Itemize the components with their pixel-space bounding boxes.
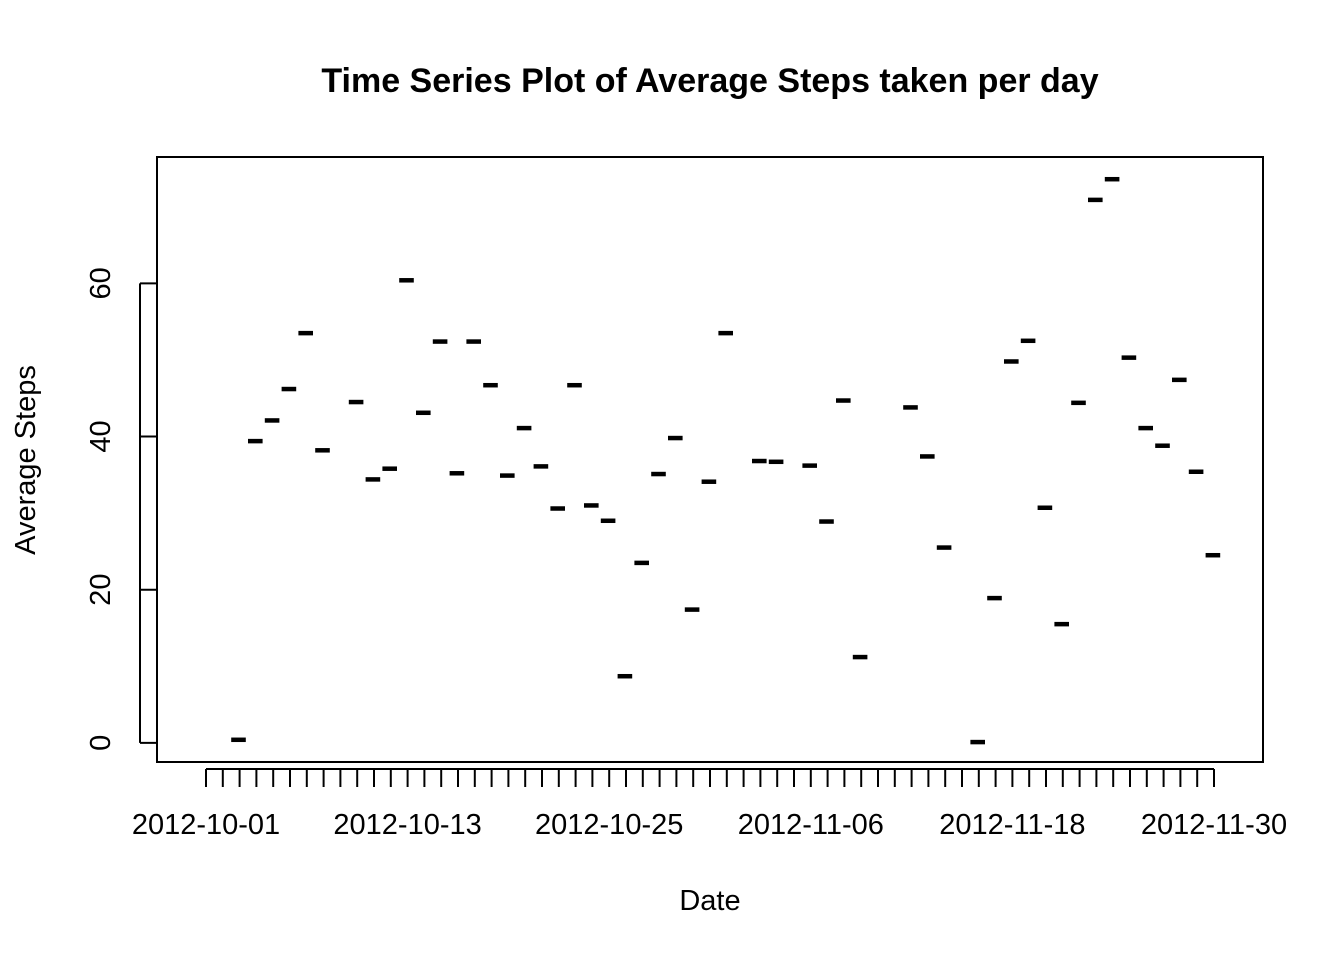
y-tick-label: 0 bbox=[85, 735, 117, 751]
x-tick-label: 2012-11-18 bbox=[939, 809, 1085, 841]
y-tick-label: 60 bbox=[85, 267, 117, 299]
x-tick-label: 2012-10-01 bbox=[132, 809, 280, 841]
x-tick-label: 2012-11-30 bbox=[1141, 809, 1287, 841]
x-tick-label: 2012-10-13 bbox=[333, 809, 481, 841]
plot-area bbox=[156, 156, 1264, 763]
x-tick-label: 2012-11-06 bbox=[738, 809, 884, 841]
x-axis-label: Date bbox=[679, 885, 740, 917]
chart-title: Time Series Plot of Average Steps taken … bbox=[321, 62, 1098, 100]
data-points bbox=[231, 176, 1221, 745]
y-axis: 0 20 40 60 bbox=[85, 267, 157, 751]
y-axis-label: Average Steps bbox=[10, 365, 42, 555]
y-tick-label: 40 bbox=[85, 420, 117, 452]
x-tick-label: 2012-10-25 bbox=[535, 809, 683, 841]
x-axis: 2012-10-01 2012-10-13 2012-10-25 2012-11-06… bbox=[132, 768, 1287, 841]
y-tick-label: 20 bbox=[85, 574, 117, 606]
